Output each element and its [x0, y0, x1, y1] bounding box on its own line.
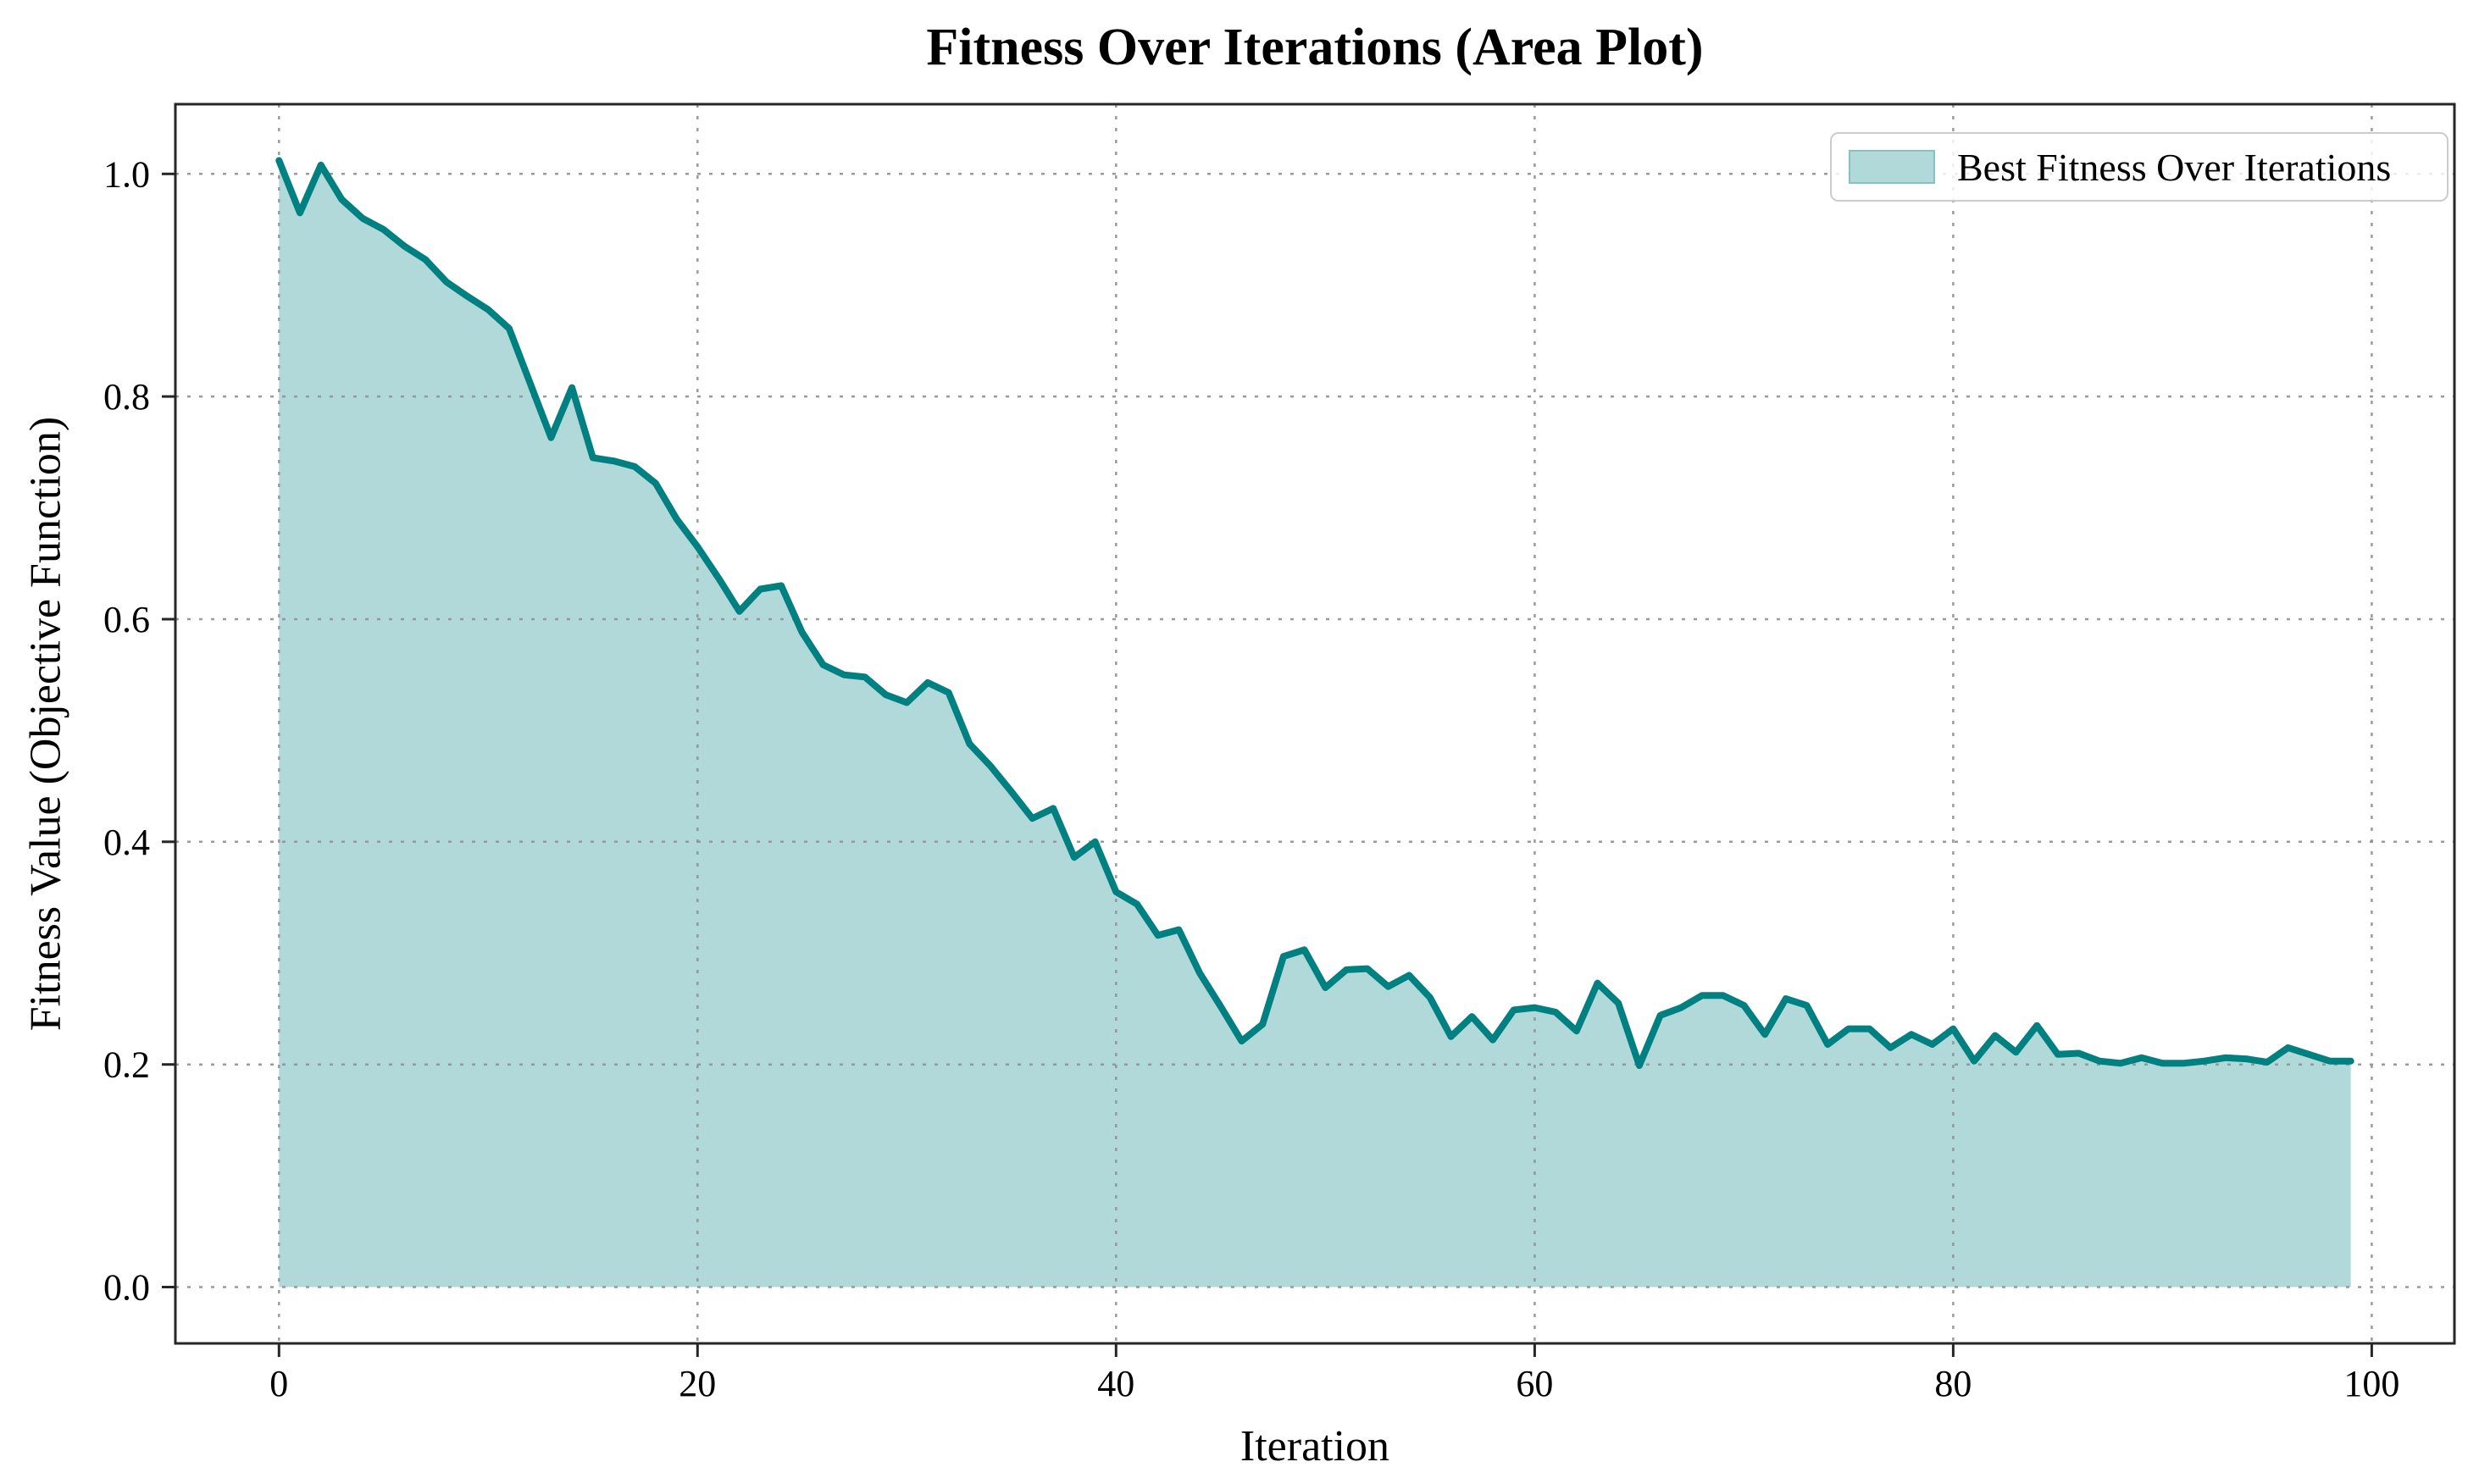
y-tick-label: 1.0	[103, 153, 150, 195]
x-tick-label: 40	[1097, 1363, 1134, 1404]
plot-border	[174, 102, 2456, 1345]
y-tick-label: 0.0	[103, 1267, 150, 1309]
x-tick-label: 20	[679, 1363, 716, 1404]
x-tick-label: 0	[269, 1363, 288, 1404]
legend-label: Best Fitness Over Iterations	[1957, 145, 2392, 189]
x-tick-label: 60	[1516, 1363, 1553, 1404]
legend: Best Fitness Over Iterations	[1830, 132, 2448, 202]
y-tick-label: 0.4	[103, 822, 150, 863]
x-tick-label: 80	[1934, 1363, 1972, 1404]
y-tick-label: 0.6	[103, 599, 150, 640]
y-tick-label: 0.8	[103, 376, 150, 418]
chart-title: Fitness Over Iterations (Area Plot)	[926, 19, 1704, 76]
x-tick-label: 100	[2343, 1363, 2399, 1404]
legend-swatch	[1849, 150, 1935, 184]
fitness-line	[275, 157, 2354, 1069]
y-axis-label: Fitness Value (Objective Function)	[21, 416, 70, 1032]
area-fill	[279, 160, 2351, 1287]
x-axis-label: Iteration	[1240, 1422, 1390, 1470]
y-tick-label: 0.2	[103, 1044, 150, 1086]
y-axis-label-container: Fitness Value (Objective Function)	[7, 104, 85, 1343]
